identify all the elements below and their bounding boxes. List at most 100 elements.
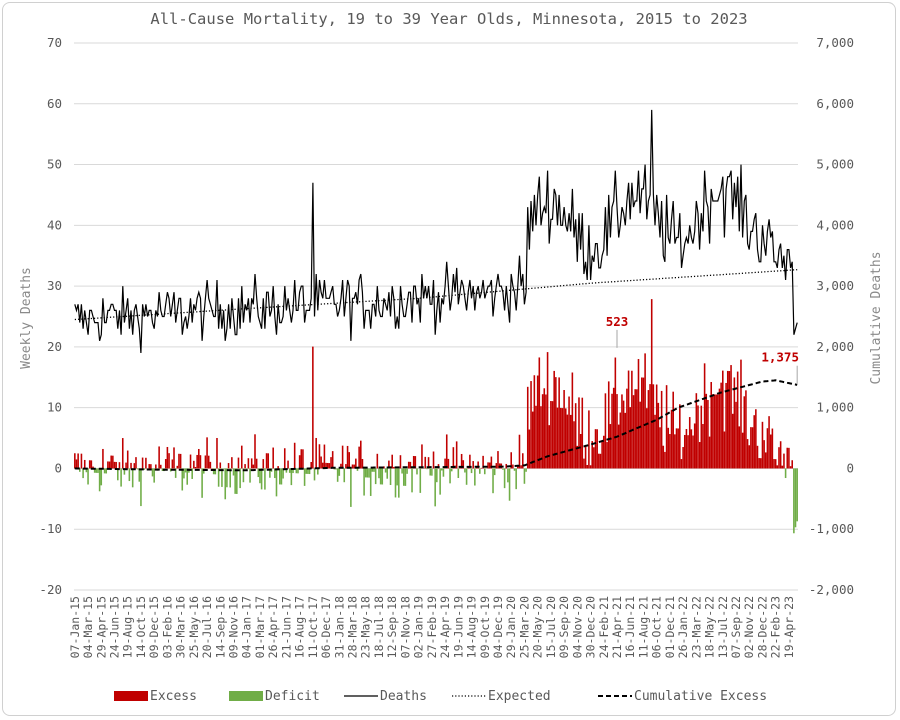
excess-bar bbox=[541, 394, 544, 469]
excess-bar bbox=[150, 464, 152, 469]
excess-bar bbox=[654, 414, 656, 469]
deficit-bar bbox=[525, 468, 527, 472]
excess-bar bbox=[340, 463, 342, 469]
deficit-bar bbox=[426, 468, 428, 470]
excess-bar bbox=[77, 453, 79, 469]
excess-bar bbox=[708, 436, 711, 469]
deficit-bar bbox=[143, 468, 146, 470]
excess-bar bbox=[730, 365, 732, 469]
deficit-bar bbox=[117, 468, 119, 481]
excess-bar bbox=[358, 446, 360, 469]
right-tick-label: 5,000 bbox=[816, 157, 854, 172]
excess-bar bbox=[510, 452, 512, 469]
x-tick-label: 06-Dec-17 bbox=[319, 596, 333, 658]
right-axis-label: Cumulative Deaths bbox=[869, 251, 884, 384]
legend-item: Deficit bbox=[229, 689, 320, 704]
excess-bar bbox=[528, 429, 531, 469]
x-tick-label: 06-Oct-21 bbox=[650, 596, 664, 658]
excess-bar bbox=[92, 466, 94, 469]
deficit-bar bbox=[297, 468, 299, 474]
excess-bar bbox=[312, 346, 314, 469]
left-tick-label: 0 bbox=[54, 460, 62, 475]
excess-bar bbox=[761, 421, 764, 469]
excess-bar bbox=[535, 405, 537, 469]
excess-bar bbox=[713, 394, 716, 469]
excess-bar bbox=[452, 447, 455, 469]
deficit-bar bbox=[338, 468, 341, 476]
excess-bar bbox=[703, 363, 706, 469]
excess-bar bbox=[594, 429, 597, 469]
right-tick-label: 0 bbox=[846, 460, 854, 475]
excess-bar bbox=[254, 434, 256, 469]
excess-bar bbox=[642, 377, 645, 469]
excess-bar bbox=[255, 458, 258, 469]
deficit-bar bbox=[259, 468, 261, 484]
excess-bar bbox=[164, 459, 167, 469]
excess-bar bbox=[611, 393, 613, 469]
excess-bar bbox=[487, 462, 489, 469]
excess-bar bbox=[685, 429, 688, 469]
x-tick-label: 24-Apr-19 bbox=[438, 596, 452, 658]
excess-bar bbox=[591, 441, 593, 469]
excess-bar bbox=[265, 453, 268, 469]
deficit-bar bbox=[411, 468, 413, 493]
excess-bar bbox=[323, 444, 326, 469]
excess-bar bbox=[361, 458, 364, 469]
excess-bar bbox=[720, 382, 722, 469]
excess-bar bbox=[571, 372, 574, 469]
excess-bar bbox=[555, 377, 557, 469]
deficit-bar bbox=[131, 468, 134, 488]
deficit-bar bbox=[431, 468, 433, 476]
excess-bar bbox=[586, 464, 589, 469]
deficit-bar bbox=[515, 468, 517, 490]
x-tick-label: 19-Aug-15 bbox=[121, 596, 135, 658]
excess-bar bbox=[267, 453, 270, 469]
excess-bar bbox=[158, 446, 160, 469]
x-axis-ticks: 07-Jan-15 04-Mar-15 29-Apr-15 24-Jun-15 19-A… bbox=[68, 596, 796, 658]
deficit-bar bbox=[153, 468, 155, 483]
excess-bar bbox=[583, 458, 585, 469]
x-tick-label: 23-Mar-22 bbox=[689, 596, 703, 658]
excess-bar bbox=[693, 423, 696, 469]
x-tick-label: 01-Dec-21 bbox=[663, 596, 677, 658]
deficit-bar bbox=[269, 468, 271, 478]
excess-bar bbox=[227, 463, 230, 469]
excess-bar bbox=[697, 405, 699, 469]
excess-bar bbox=[743, 396, 746, 469]
excess-bar bbox=[393, 466, 395, 469]
x-tick-label: 26-Jan-22 bbox=[676, 596, 690, 658]
excess-bar bbox=[619, 412, 622, 469]
deficit-bar bbox=[221, 468, 223, 487]
excess-bar bbox=[773, 459, 775, 469]
excess-bar bbox=[702, 424, 704, 469]
x-tick-label: 14-Oct-15 bbox=[134, 596, 148, 658]
chart-title: All-Cause Mortality, 19 to 39 Year Olds,… bbox=[150, 10, 747, 28]
excess-bar bbox=[391, 454, 393, 469]
x-tick-label: 30-Mar-16 bbox=[174, 596, 188, 658]
excess-bar bbox=[687, 435, 689, 469]
excess-bar bbox=[569, 414, 572, 469]
excess-bar bbox=[725, 382, 727, 469]
excess-bar bbox=[321, 462, 324, 469]
x-tick-label: 04-Dec-19 bbox=[491, 596, 505, 658]
deficit-bar bbox=[174, 468, 177, 478]
deficit-bar bbox=[513, 468, 516, 471]
excess-bar bbox=[231, 457, 233, 469]
x-tick-label: 26-Apr-17 bbox=[266, 596, 280, 658]
legend-label: Excess bbox=[150, 689, 197, 704]
deficit-bar bbox=[214, 468, 217, 475]
x-tick-label: 24-Jun-15 bbox=[107, 596, 121, 658]
x-tick-label: 18-May-22 bbox=[703, 596, 717, 658]
excess-bar bbox=[746, 439, 749, 469]
excess-bar bbox=[712, 394, 714, 469]
legend-item: Expected bbox=[452, 689, 551, 704]
excess-bar bbox=[561, 408, 564, 469]
excess-bar bbox=[460, 453, 463, 469]
excess-bar bbox=[88, 460, 91, 469]
excess-bar bbox=[159, 464, 162, 469]
excess-bar bbox=[598, 453, 600, 469]
deficit-bar bbox=[368, 468, 370, 478]
excess-bar bbox=[133, 463, 136, 469]
excess-bar bbox=[421, 444, 423, 469]
